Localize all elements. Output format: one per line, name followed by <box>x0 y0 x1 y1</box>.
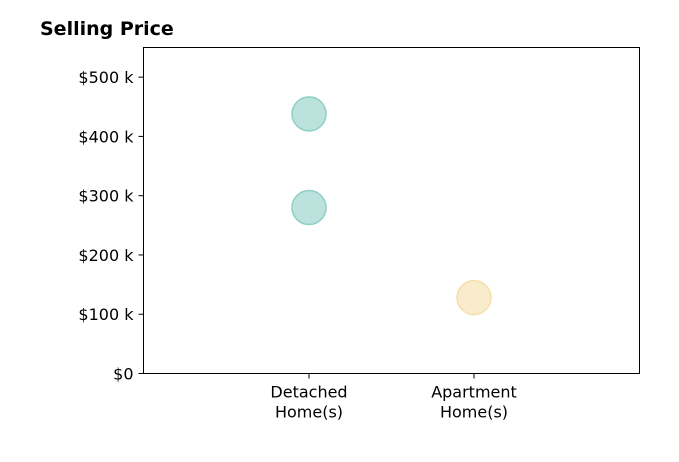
y-tick-label: $500 k <box>78 68 134 87</box>
plot-area <box>143 47 640 374</box>
data-point <box>291 96 327 132</box>
y-tick-label: $200 k <box>78 246 134 265</box>
y-tick-label: $100 k <box>78 305 134 324</box>
x-tick-label: Detached Home(s) <box>270 383 347 422</box>
data-point <box>291 189 327 226</box>
data-points <box>291 96 492 316</box>
y-tick-label: $0 <box>113 365 133 384</box>
y-axis: $0 $100 k $200 k $300 k $400 k $500 k <box>78 68 144 384</box>
data-point <box>456 279 492 316</box>
chart-title: Selling Price <box>40 18 174 40</box>
x-tick-label: Apartment Home(s) <box>431 383 517 422</box>
x-axis: Detached Home(s) Apartment Home(s) <box>270 373 517 422</box>
y-tick-label: $300 k <box>78 187 134 206</box>
y-tick-label: $400 k <box>78 127 134 146</box>
